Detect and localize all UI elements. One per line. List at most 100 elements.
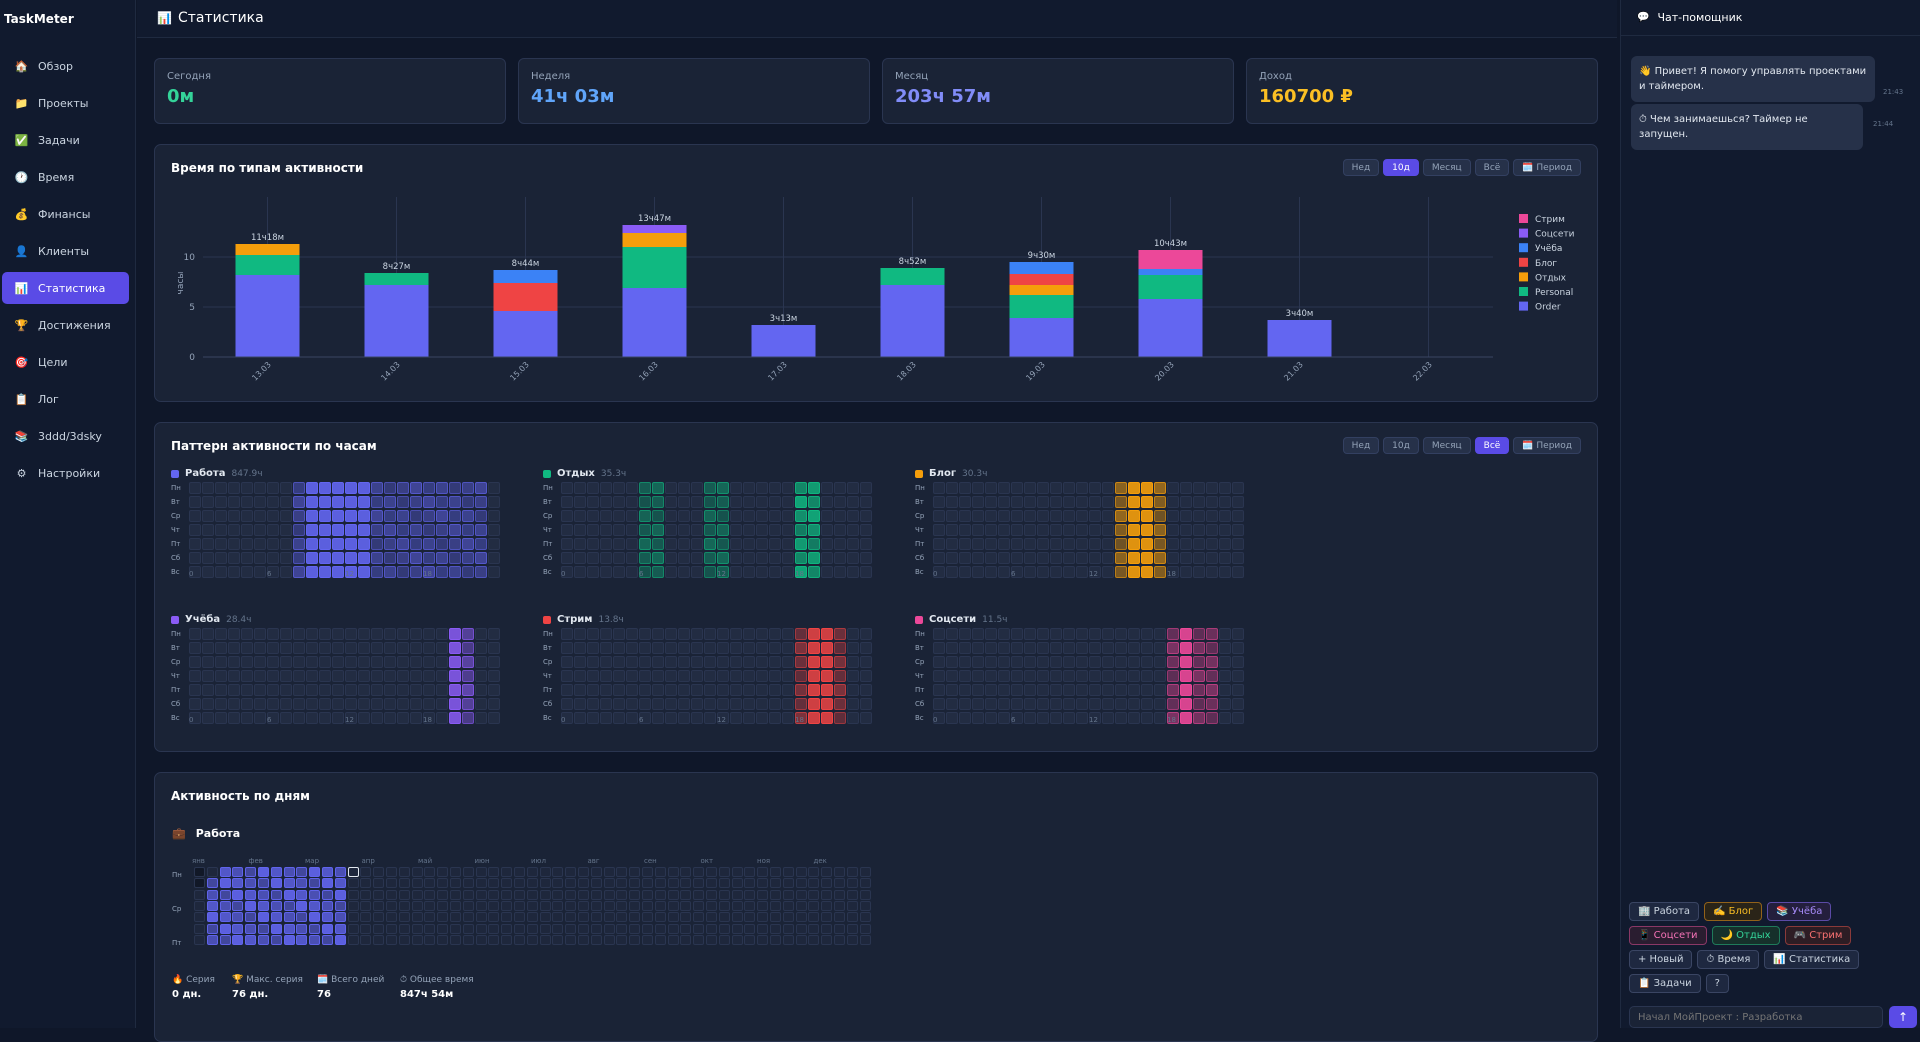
calendar-cell	[424, 924, 435, 934]
heatmap-cell	[215, 684, 227, 696]
pattern-filter-1[interactable]: Нед	[1343, 437, 1380, 454]
calendar-cell	[693, 867, 704, 877]
quick-action-chip-7[interactable]: + Новый	[1629, 950, 1692, 969]
sidebar-item-1[interactable]: 🏠 Обзор	[2, 50, 129, 82]
heatmap-cell	[423, 552, 435, 564]
heatmap-cell	[358, 496, 370, 508]
chat-input[interactable]	[1629, 1006, 1883, 1028]
heatmap-cell	[1024, 538, 1036, 550]
heatmap-row: Сб	[543, 698, 873, 710]
heatmap-cell	[332, 496, 344, 508]
heatmap-cell	[332, 566, 344, 578]
heatmap-cell	[1076, 566, 1088, 578]
heatmap-cell	[1024, 496, 1036, 508]
calendar-cell	[796, 912, 807, 922]
heatmap-cell	[756, 524, 768, 536]
heatmap-cell	[332, 482, 344, 494]
sidebar-item-2[interactable]: 📁 Проекты	[2, 87, 129, 119]
heatmap-day-label: Вс	[171, 714, 189, 722]
sidebar-item-9[interactable]: 🎯 Цели	[2, 346, 129, 378]
quick-action-chip-2[interactable]: ✍️ Блог	[1704, 902, 1762, 921]
calendar-cell	[258, 935, 269, 945]
quick-action-chip-11[interactable]: ?	[1706, 974, 1729, 993]
heatmap-cell	[293, 510, 305, 522]
calendar-cell	[194, 935, 205, 945]
quick-action-chip-5[interactable]: 🌙 Отдых	[1712, 926, 1780, 945]
heatmap-cell	[972, 670, 984, 682]
heatmap-cell	[704, 552, 716, 564]
calendar-cell	[757, 935, 768, 945]
heatmap-cell	[1128, 656, 1140, 668]
heatmap-cell	[1219, 538, 1231, 550]
heatmap-cell	[1193, 538, 1205, 550]
heatmap-cell	[860, 698, 872, 710]
quick-action-chip-6[interactable]: 🎮 Стрим	[1785, 926, 1852, 945]
calendar-cell	[591, 890, 602, 900]
heatmap-cell	[358, 482, 370, 494]
heatmap-cell	[423, 698, 435, 710]
quick-action-chip-8[interactable]: ⏱ Время	[1697, 950, 1759, 969]
heatmap-cell	[860, 524, 872, 536]
pattern-filter-5[interactable]: 🗓️ Период	[1513, 437, 1581, 454]
heatmap-cell	[449, 538, 461, 550]
quick-action-chip-1[interactable]: 🏢 Работа	[1629, 902, 1699, 921]
heatmap-row: Ср	[915, 510, 1245, 522]
heatmap-cell	[795, 510, 807, 522]
heatmap-cell	[795, 524, 807, 536]
calendar-cell	[424, 867, 435, 877]
heatmap-cell	[946, 712, 958, 724]
sidebar-item-12[interactable]: ⚙ Настройки	[2, 457, 129, 489]
heatmap-row: Вт	[915, 496, 1245, 508]
calendar-cell	[309, 867, 320, 877]
calendar-cell	[322, 935, 333, 945]
heatmap-cell	[1193, 712, 1205, 724]
calendar-cell	[399, 867, 410, 877]
calendar-cell	[322, 878, 333, 888]
pattern-filter-4[interactable]: Всё	[1475, 437, 1510, 454]
send-button[interactable]: ↑	[1889, 1006, 1917, 1028]
calendar-cell	[860, 912, 871, 922]
calendar-cell	[271, 935, 282, 945]
calendar-cell	[655, 878, 666, 888]
heatmap-cell	[436, 698, 448, 710]
heatmap-cell	[1050, 642, 1062, 654]
heatmap-cell	[254, 552, 266, 564]
calendar-cell	[796, 867, 807, 877]
sidebar-item-4[interactable]: 🕐 Время	[2, 161, 129, 193]
heatmap-cell	[397, 496, 409, 508]
heatmap-cell	[1037, 670, 1049, 682]
bar-segment-Order	[1139, 299, 1203, 357]
sidebar-item-5[interactable]: 💰 Финансы	[2, 198, 129, 230]
heatmap-cell	[371, 698, 383, 710]
pattern-filter-3[interactable]: Месяц	[1423, 437, 1471, 454]
heatmap-cell	[998, 642, 1010, 654]
heatmap-cell	[410, 670, 422, 682]
sidebar-item-6[interactable]: 👤 Клиенты	[2, 235, 129, 267]
bar-total-label: 9ч30м	[1028, 251, 1056, 261]
heatmap-grid: Пн Вт Ср Чт Пт Сб Вс	[543, 482, 873, 580]
heatmap-cell	[808, 642, 820, 654]
sidebar-item-8[interactable]: 🏆 Достижения	[2, 309, 129, 341]
sidebar-item-10[interactable]: 📋 Лог	[2, 383, 129, 415]
sidebar-item-3[interactable]: ✅ Задачи	[2, 124, 129, 156]
heatmap-cell	[933, 670, 945, 682]
quick-action-chip-4[interactable]: 📱 Соцсети	[1629, 926, 1707, 945]
heatmap-cell	[847, 642, 859, 654]
heatmap-cell	[959, 482, 971, 494]
calendar-cell	[296, 901, 307, 911]
heatmap-cell	[1115, 496, 1127, 508]
quick-action-chip-9[interactable]: 📊 Статистика	[1764, 950, 1859, 969]
heatmap-total: 30.3ч	[962, 469, 987, 479]
activity-chart-panel: Время по типам активности Нед 10д Месяц Всё…	[154, 144, 1598, 402]
sidebar-item-11[interactable]: 📚 3ddd/3dsky	[2, 420, 129, 452]
quick-action-chip-10[interactable]: 📋 Задачи	[1629, 974, 1701, 993]
bar-chart-icon: 📊	[14, 281, 29, 296]
sidebar-item-7[interactable]: 📊 Статистика	[2, 272, 129, 304]
heatmap-day-label: Вс	[915, 714, 933, 722]
pattern-filter-2[interactable]: 10д	[1383, 437, 1419, 454]
heatmap-cell	[1167, 482, 1179, 494]
heatmap-cell	[587, 524, 599, 536]
heatmap-cell	[1011, 698, 1023, 710]
calendar-cell	[706, 935, 717, 945]
quick-action-chip-3[interactable]: 📚 Учёба	[1767, 902, 1831, 921]
